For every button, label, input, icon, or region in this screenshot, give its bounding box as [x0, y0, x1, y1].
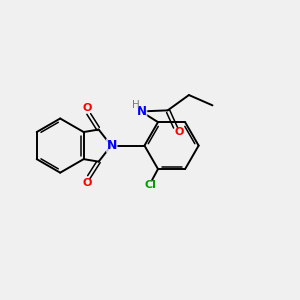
Text: N: N [106, 139, 117, 152]
Text: O: O [175, 127, 184, 137]
Text: N: N [137, 105, 147, 118]
Text: O: O [82, 178, 92, 188]
Text: H: H [132, 100, 140, 110]
Text: Cl: Cl [145, 180, 157, 190]
Text: O: O [82, 103, 92, 113]
